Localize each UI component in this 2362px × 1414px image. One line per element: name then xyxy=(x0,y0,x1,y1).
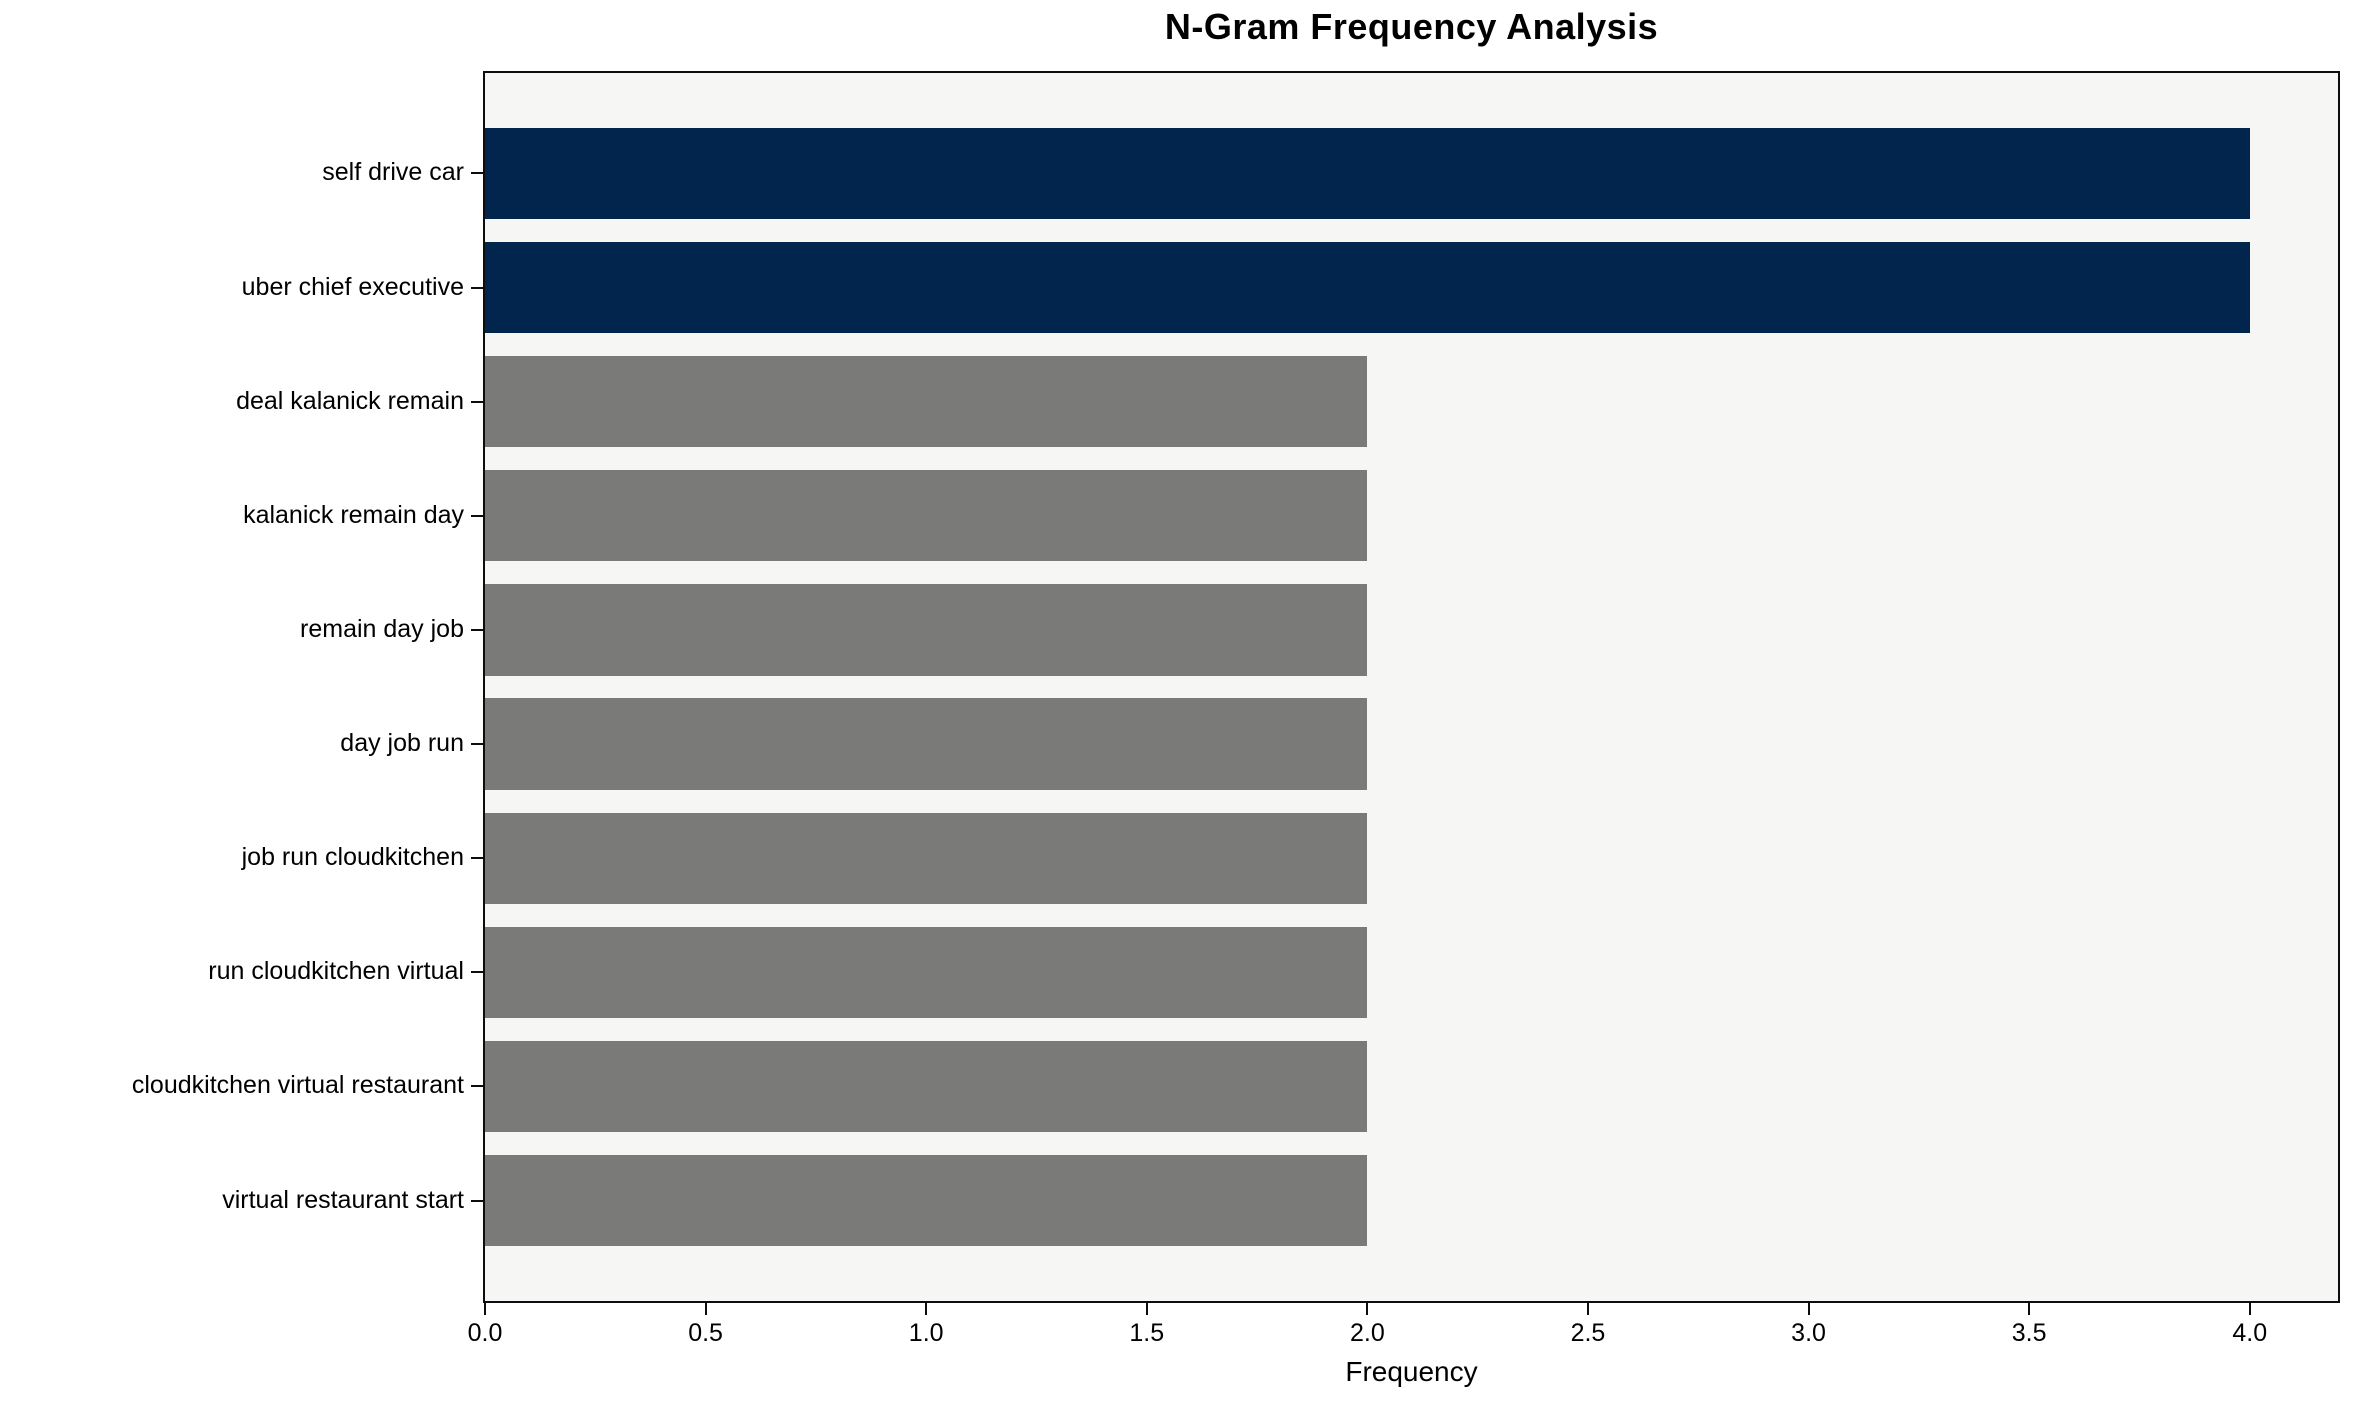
y-tick-mark xyxy=(471,628,483,631)
y-tick-label: deal kalanick remain xyxy=(236,386,464,415)
x-tick-mark xyxy=(1145,1303,1148,1315)
x-axis-label: Frequency xyxy=(1345,1356,1478,1387)
x-tick-mark xyxy=(2248,1303,2251,1315)
bar xyxy=(485,698,1368,790)
y-tick-mark xyxy=(471,1085,483,1088)
y-tick-label: remain day job xyxy=(300,614,464,643)
y-tick-mark xyxy=(471,514,483,517)
bar xyxy=(485,812,1368,904)
x-tick-mark xyxy=(925,1303,928,1315)
chart-title: N-Gram Frequency Analysis xyxy=(1164,6,1659,47)
bar xyxy=(485,241,2250,334)
y-tick-label: self drive car xyxy=(322,158,464,187)
bar xyxy=(485,1154,1368,1247)
y-tick-mark xyxy=(471,172,483,175)
y-tick-mark xyxy=(471,286,483,289)
y-tick-label: uber chief executive xyxy=(241,272,464,301)
x-tick-mark xyxy=(1366,1303,1369,1315)
x-tick-mark xyxy=(1586,1303,1589,1315)
bar xyxy=(485,926,1368,1018)
x-tick-label: 3.5 xyxy=(2011,1319,2047,1347)
y-tick-label: virtual restaurant start xyxy=(222,1185,464,1214)
y-tick-label: job run cloudkitchen xyxy=(241,843,464,872)
y-tick-label: day job run xyxy=(340,729,464,758)
y-tick-mark xyxy=(471,857,483,860)
x-tick-mark xyxy=(2028,1303,2031,1315)
x-tick-mark xyxy=(704,1303,707,1315)
x-tick-mark xyxy=(484,1303,486,1315)
x-tick-mark xyxy=(1807,1303,1810,1315)
x-tick-label: 3.0 xyxy=(1791,1319,1826,1347)
x-tick-label: 4.0 xyxy=(2232,1319,2268,1347)
bar xyxy=(485,584,1368,676)
x-tick-label: 0.0 xyxy=(467,1319,503,1347)
y-tick-mark xyxy=(471,971,483,974)
y-tick-label: cloudkitchen virtual restaurant xyxy=(131,1071,464,1100)
y-tick-label: kalanick remain day xyxy=(243,500,464,529)
y-tick-label: run cloudkitchen virtual xyxy=(208,957,464,986)
y-tick-mark xyxy=(471,400,483,403)
x-tick-label: 0.5 xyxy=(688,1319,723,1347)
x-tick-label: 1.0 xyxy=(908,1319,944,1347)
y-tick-mark xyxy=(471,1199,483,1202)
x-tick-label: 2.0 xyxy=(1349,1319,1385,1347)
bar xyxy=(485,127,2250,220)
bar xyxy=(485,356,1368,448)
x-tick-label: 1.5 xyxy=(1129,1319,1165,1347)
bar xyxy=(485,470,1368,562)
plot-area xyxy=(483,71,2340,1303)
bar xyxy=(485,1040,1368,1133)
x-tick-label: 2.5 xyxy=(1570,1319,1606,1347)
y-tick-mark xyxy=(471,743,483,746)
